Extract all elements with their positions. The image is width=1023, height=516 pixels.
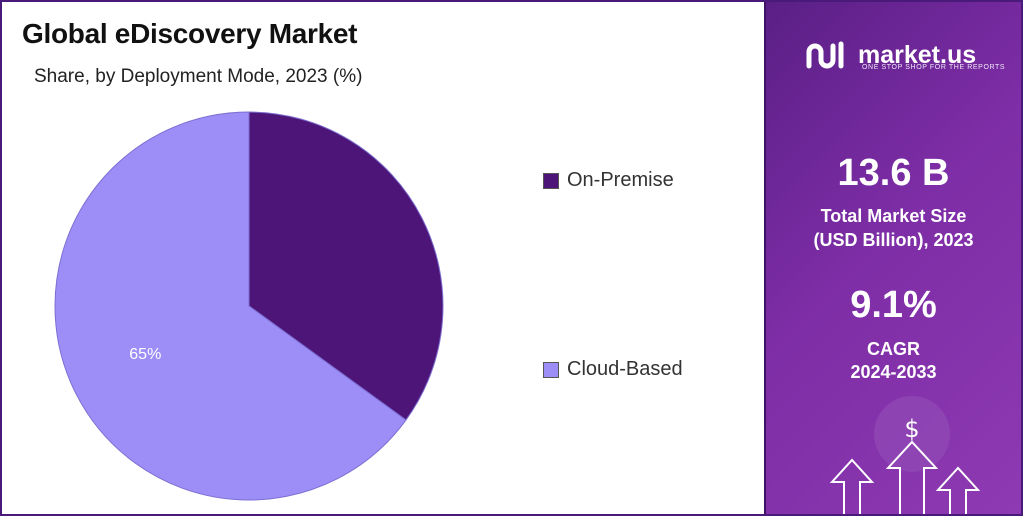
market-us-logo-icon (806, 41, 844, 69)
market-size-unit: (USD Billion), 2023 (813, 230, 974, 250)
chart-subtitle: Share, by Deployment Mode, 2023 (%) (34, 66, 363, 87)
growth-decoration: $ (829, 396, 981, 514)
cagr-period: 2024-2033 (850, 362, 937, 382)
market-size-value: 13.6 B (837, 152, 950, 194)
legend-swatch-cloud-based (543, 361, 559, 378)
brand-logo: market.us (804, 38, 976, 72)
coin-icon (874, 396, 950, 472)
dollar-icon: $ (904, 415, 919, 443)
legend-swatch-on-premise (543, 172, 559, 189)
panel-divider (764, 2, 766, 514)
up-arrow-icon (829, 458, 875, 514)
pie-chart: 65% (54, 111, 444, 501)
chart-title: Global eDiscovery Market (22, 18, 358, 49)
cagr-label: CAGR (867, 339, 920, 359)
legend-item-on-premise: On-Premise (543, 169, 674, 192)
legend-item-cloud-based: Cloud-Based (543, 358, 683, 381)
brand-tagline: ONE STOP SHOP FOR THE REPORTS (862, 64, 1006, 71)
legend-label-cloud-based: Cloud-Based (567, 358, 683, 380)
up-arrow-icon (935, 466, 981, 514)
legend-label-on-premise: On-Premise (567, 169, 674, 191)
cagr-value: 9.1% (850, 284, 937, 326)
pie-slice-cloud-based (54, 111, 407, 501)
up-arrow-icon (885, 440, 939, 514)
chart-panel: Global eDiscovery Market Share, by Deplo… (2, 2, 764, 514)
data-label-cloud-based: 65% (129, 346, 161, 363)
brand-name: market.us (858, 41, 977, 69)
pie-slice-on-premise (248, 111, 444, 421)
market-size-label: Total Market Size (820, 206, 967, 226)
stats-panel: market.us ONE STOP SHOP FOR THE REPORTS … (766, 2, 1021, 514)
